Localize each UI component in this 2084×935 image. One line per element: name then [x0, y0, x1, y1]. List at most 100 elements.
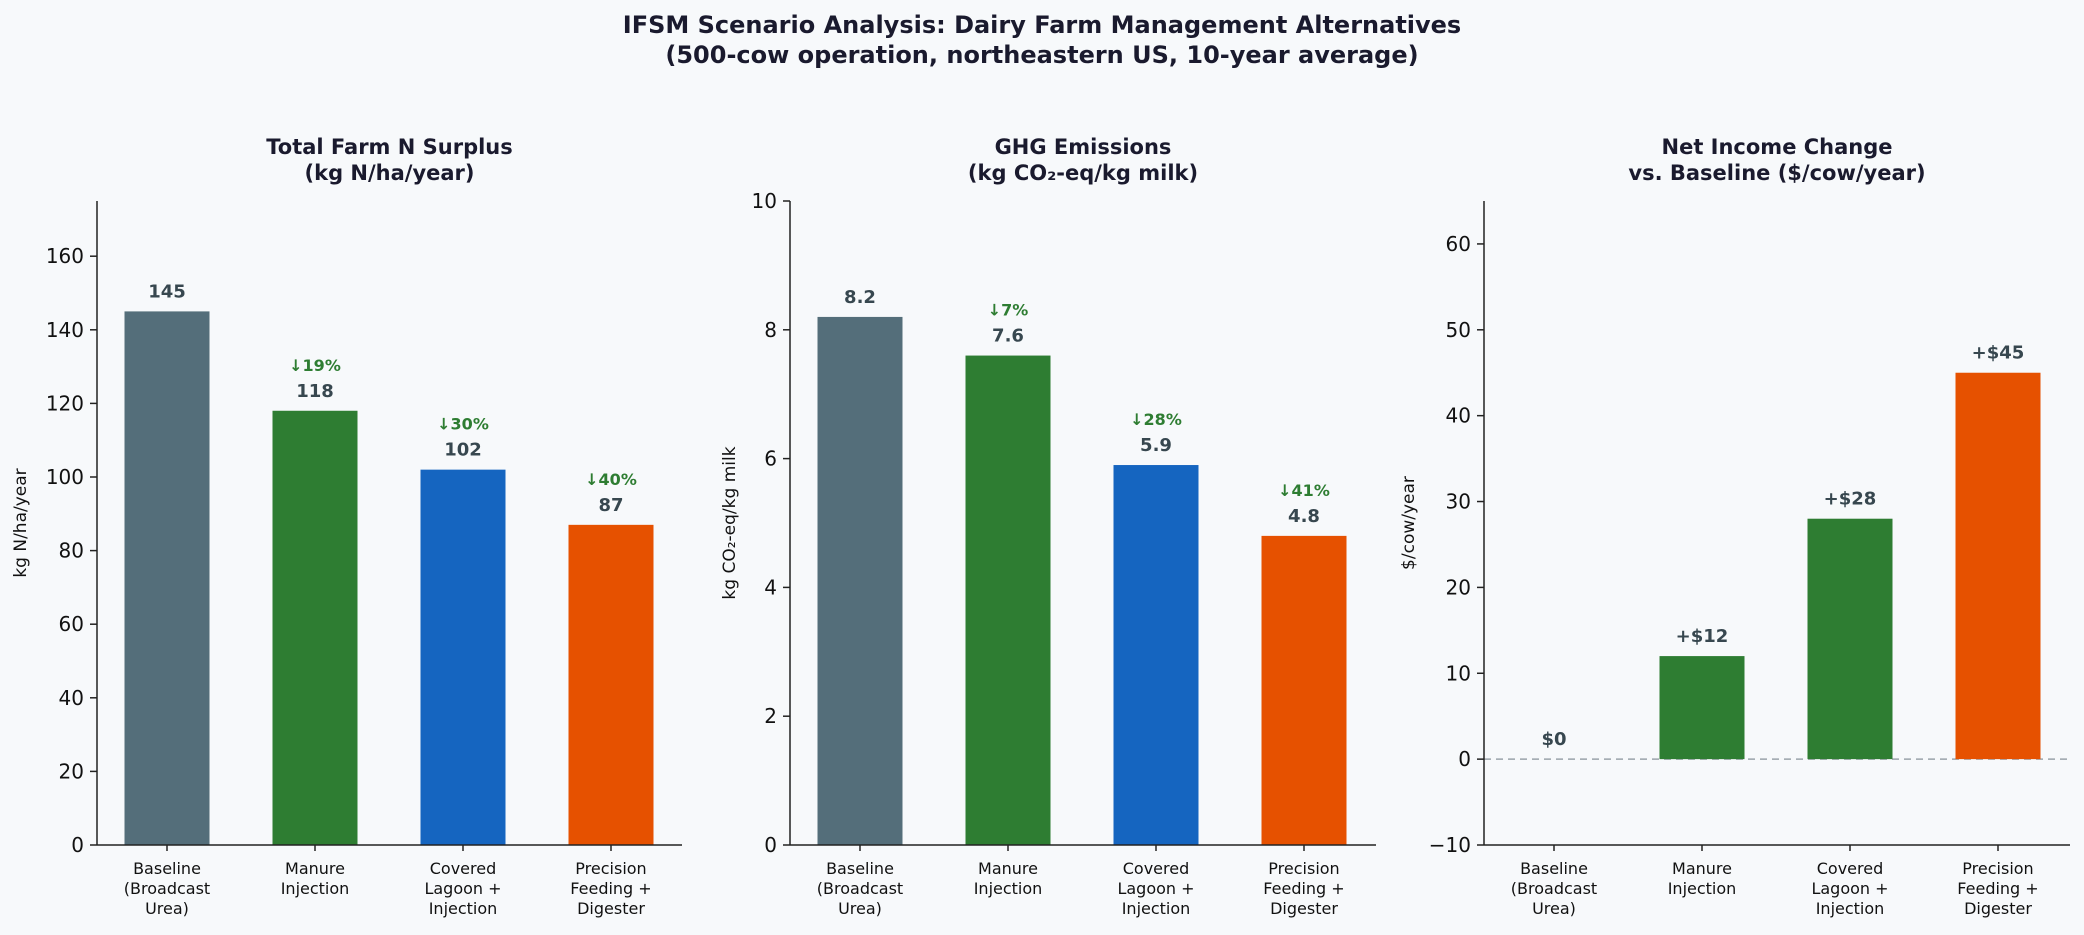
x-tick-label-1-line-2: (Broadcast	[817, 879, 903, 898]
chart-title-line-1: GHG Emissions	[995, 135, 1172, 159]
x-tick-label-4-line-3: Digester	[1964, 899, 2032, 918]
value-label-4: +$45	[1972, 343, 2025, 364]
x-tick-label-1-line-1: Baseline	[1520, 859, 1588, 878]
reduction-label-3: ↓30%	[437, 415, 489, 434]
y-tick-label-5: 30	[1446, 490, 1471, 514]
bar-4	[1261, 535, 1347, 845]
value-label-2: 7.6	[992, 326, 1024, 347]
value-label-4: 87	[598, 495, 623, 516]
y-tick-label-6: 40	[1446, 404, 1471, 428]
x-tick-label-4-line-1: Precision	[1962, 859, 2033, 878]
chart-panel-1: Total Farm N Surplus(kg N/ha/year) kg N/h…	[11, 135, 682, 918]
chart-title-line-2: (kg N/ha/year)	[305, 161, 475, 185]
reduction-label-4: ↓41%	[1278, 481, 1330, 500]
x-tick-label-2-line-1: Manure	[978, 859, 1038, 878]
value-label-2: 118	[296, 381, 334, 402]
x-tick-label-3-line-1: Covered	[430, 859, 497, 878]
value-label-1: 8.2	[844, 287, 876, 308]
x-tick-label-1-line-3: Urea)	[1532, 899, 1576, 918]
x-tick-label-3-line-1: Covered	[1817, 859, 1884, 878]
x-tick-label-2-line-2: Injection	[974, 879, 1043, 898]
x-tick-label-3-line-1: Covered	[1123, 859, 1190, 878]
bar-3	[1113, 465, 1199, 845]
y-tick-label-9: 160	[46, 244, 84, 268]
chart-panel-2: GHG Emissions(kg CO₂-eq/kg milk) kg CO₂-e…	[720, 135, 1376, 918]
y-tick-label-3: 4	[764, 575, 777, 599]
chart-title-line-2: (kg CO₂-eq/kg milk)	[968, 161, 1198, 185]
y-tick-label-6: 100	[46, 465, 84, 489]
y-tick-label-6: 10	[752, 189, 777, 213]
x-tick-label-4-line-2: Feeding +	[570, 879, 651, 898]
bar-2	[272, 410, 358, 845]
reduction-label-2: ↓19%	[289, 356, 341, 375]
x-tick-label-4-line-3: Digester	[577, 899, 645, 918]
x-tick-label-1-line-1: Baseline	[133, 859, 201, 878]
bar-2	[965, 355, 1051, 845]
y-tick-label-2: 0	[1458, 747, 1471, 771]
y-tick-label-7: 50	[1446, 318, 1471, 342]
x-tick-label-4-line-1: Precision	[575, 859, 646, 878]
x-tick-label-4-line-3: Digester	[1270, 899, 1338, 918]
value-label-2: +$12	[1676, 626, 1729, 647]
value-label-1: $0	[1541, 729, 1566, 750]
y-tick-label-7: 120	[46, 391, 84, 415]
chart-title-line-1: Net Income Change	[1662, 135, 1893, 159]
figure-title: IFSM Scenario Analysis: Dairy Farm Manag…	[0, 10, 2084, 70]
x-tick-label-1-line-2: (Broadcast	[124, 879, 210, 898]
x-tick-label-3-line-2: Lagoon +	[1811, 879, 1888, 898]
y-tick-label-1: 0	[71, 833, 84, 857]
y-tick-label-5: 8	[764, 318, 777, 342]
y-tick-label-4: 20	[1446, 575, 1471, 599]
y-axis-label: $/cow/year	[1399, 476, 1419, 570]
x-tick-label-2-line-2: Injection	[281, 879, 350, 898]
chart-title-line-2: vs. Baseline ($/cow/year)	[1628, 161, 1925, 185]
figure-title-line-2: (500-cow operation, northeastern US, 10-…	[665, 41, 1419, 69]
bar-4	[568, 524, 654, 845]
bar-3	[420, 469, 506, 845]
bar-1	[124, 311, 210, 845]
x-tick-label-3-line-2: Lagoon +	[1117, 879, 1194, 898]
reduction-label-2: ↓7%	[988, 301, 1029, 320]
x-tick-label-2-line-1: Manure	[285, 859, 345, 878]
y-tick-label-3: 40	[59, 686, 84, 710]
x-tick-label-3-line-3: Injection	[1122, 899, 1191, 918]
x-tick-label-4-line-1: Precision	[1268, 859, 1339, 878]
y-tick-label-1: −10	[1429, 833, 1471, 857]
y-tick-label-5: 80	[59, 539, 84, 563]
x-tick-label-1-line-1: Baseline	[826, 859, 894, 878]
x-tick-label-1-line-2: (Broadcast	[1511, 879, 1597, 898]
x-tick-label-4-line-2: Feeding +	[1263, 879, 1344, 898]
reduction-label-3: ↓28%	[1130, 410, 1182, 429]
value-label-1: 145	[148, 281, 186, 302]
bar-2	[1659, 656, 1745, 760]
y-tick-label-1: 0	[764, 833, 777, 857]
reduction-label-4: ↓40%	[585, 470, 637, 489]
figure-title-line-1: IFSM Scenario Analysis: Dairy Farm Manag…	[622, 11, 1462, 39]
y-axis-label: kg N/ha/year	[11, 468, 31, 577]
x-tick-label-4-line-2: Feeding +	[1957, 879, 2038, 898]
x-tick-label-3-line-3: Injection	[429, 899, 498, 918]
chart-title-line-1: Total Farm N Surplus	[266, 135, 513, 159]
y-tick-label-2: 2	[764, 704, 777, 728]
value-label-3: 5.9	[1140, 435, 1172, 456]
y-tick-label-4: 60	[59, 612, 84, 636]
y-axis-label: kg CO₂-eq/kg milk	[720, 446, 740, 599]
value-label-3: 102	[444, 440, 482, 461]
bar-4	[1955, 372, 2041, 760]
y-tick-label-2: 20	[59, 759, 84, 783]
y-tick-label-8: 140	[46, 318, 84, 342]
x-tick-label-2-line-1: Manure	[1672, 859, 1732, 878]
y-tick-label-3: 10	[1446, 661, 1471, 685]
x-tick-label-2-line-2: Injection	[1668, 879, 1737, 898]
y-tick-label-4: 6	[764, 447, 777, 471]
x-tick-label-1-line-3: Urea)	[838, 899, 882, 918]
value-label-4: 4.8	[1288, 506, 1320, 527]
x-tick-label-3-line-2: Lagoon +	[424, 879, 501, 898]
x-tick-label-1-line-3: Urea)	[145, 899, 189, 918]
bar-1	[817, 316, 903, 845]
value-label-3: +$28	[1824, 489, 1877, 510]
y-tick-label-8: 60	[1446, 232, 1471, 256]
x-tick-label-3-line-3: Injection	[1816, 899, 1885, 918]
